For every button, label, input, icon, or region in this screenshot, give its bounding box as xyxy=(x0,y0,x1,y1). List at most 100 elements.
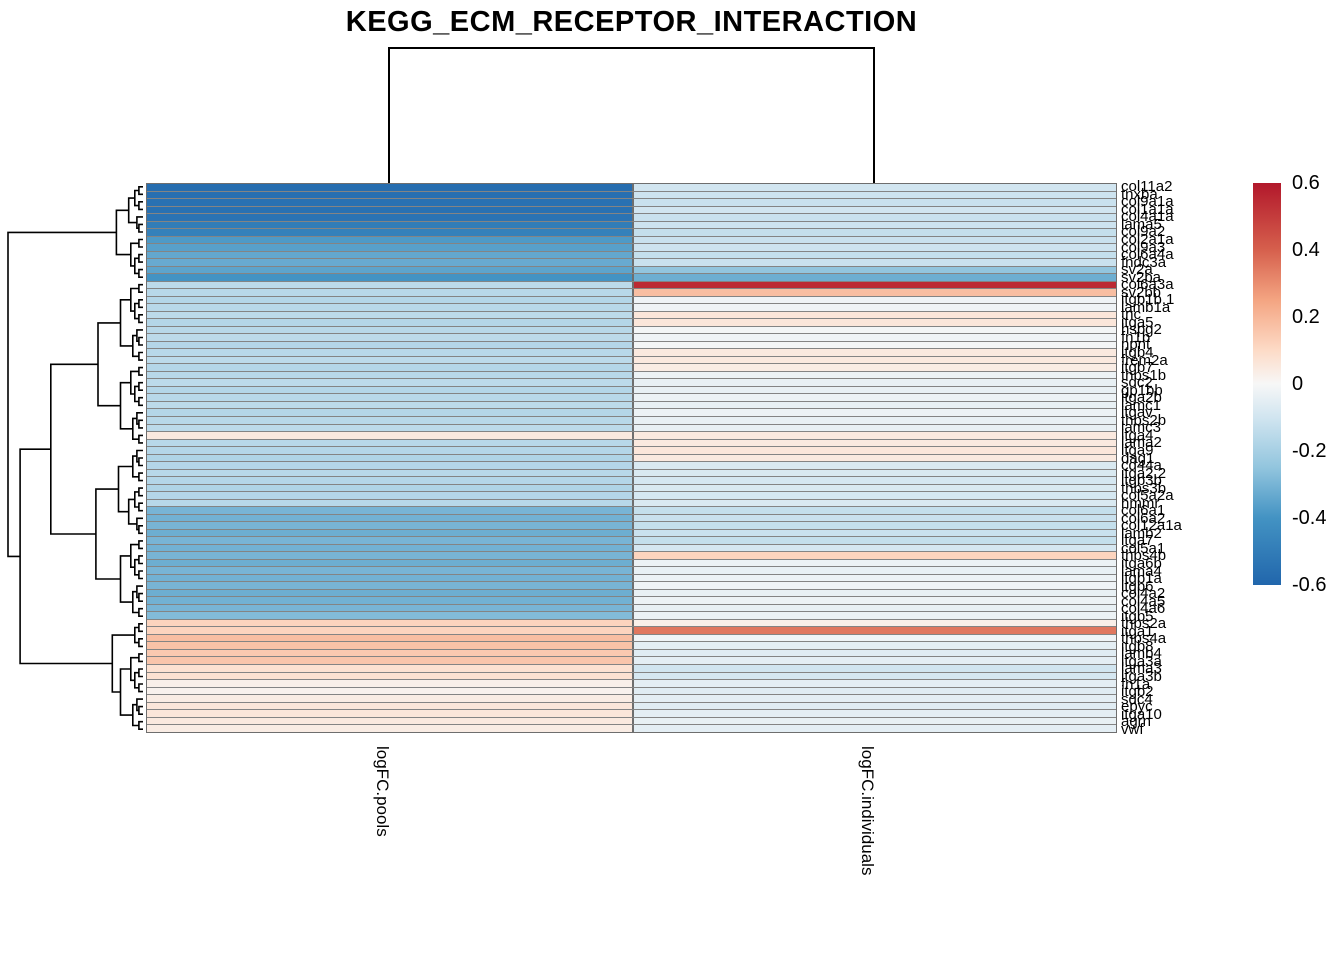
heatmap-cell-pools xyxy=(147,582,632,589)
heatmap-row xyxy=(147,589,1116,598)
row-label: itga2b xyxy=(1121,389,1162,407)
heatmap-cell-pools xyxy=(147,725,632,732)
heatmap-cell-pools xyxy=(147,401,632,409)
row-label: sv2a xyxy=(1121,261,1153,279)
row-label: itgb4 xyxy=(1121,344,1154,362)
heatmap-cell-individuals xyxy=(632,627,1116,634)
heatmap-cell-pools xyxy=(147,665,632,672)
heatmap-row xyxy=(147,537,1116,545)
heatmap-row xyxy=(147,725,1116,732)
row-label: itga7 xyxy=(1121,532,1154,550)
heatmap-cell-individuals xyxy=(632,529,1116,537)
heatmap-row xyxy=(147,469,1116,478)
row-label: gp1bb xyxy=(1121,381,1163,399)
heatmap-cell-pools xyxy=(147,454,632,462)
row-label: hmmr xyxy=(1121,494,1160,512)
colorbar-tick-label: 0.2 xyxy=(1292,306,1320,328)
colorbar-tick-label: 0 xyxy=(1292,373,1304,395)
row-label: itgb2 xyxy=(1121,683,1154,701)
heatmap-cell-pools xyxy=(147,522,632,529)
row-label: col4a5 xyxy=(1121,592,1166,610)
heatmap-cell-individuals xyxy=(632,379,1116,386)
row-label: itgav xyxy=(1121,404,1153,422)
row-label: sv2bb xyxy=(1121,283,1162,301)
heatmap-cell-pools xyxy=(147,552,632,559)
heatmap-cell-pools xyxy=(147,619,632,627)
heatmap-cell-individuals xyxy=(632,695,1116,702)
heatmap-row xyxy=(147,604,1116,613)
row-label: lamb4 xyxy=(1121,645,1162,663)
heatmap-cell-individuals xyxy=(632,341,1116,349)
heatmap-cell-pools xyxy=(147,364,632,371)
row-dendrogram xyxy=(7,186,143,730)
heatmap-cell-pools xyxy=(147,281,632,289)
heatmap-row xyxy=(147,244,1116,252)
heatmap-row xyxy=(147,665,1116,673)
heatmap-row xyxy=(147,349,1116,357)
row-label: col5a1 xyxy=(1121,539,1166,557)
heatmap-cell-pools xyxy=(147,447,632,454)
heatmap-row xyxy=(147,214,1116,222)
heatmap-row xyxy=(147,394,1116,402)
row-label: lama4 xyxy=(1121,562,1162,580)
heatmap-row xyxy=(147,447,1116,455)
heatmap-cell-pools xyxy=(147,191,632,199)
row-label: fndc3a xyxy=(1121,253,1167,271)
heatmap-cell-pools xyxy=(147,386,632,394)
heatmap-cell-pools xyxy=(147,597,632,604)
heatmap-cell-pools xyxy=(147,274,632,281)
row-label: tnxba xyxy=(1121,185,1158,203)
heatmap-cell-pools xyxy=(147,356,632,364)
heatmap-cell-individuals xyxy=(632,499,1116,507)
heatmap-cell-individuals xyxy=(632,672,1116,680)
heatmap-cell-individuals xyxy=(632,349,1116,356)
row-label: vwf xyxy=(1121,720,1144,738)
heatmap-row xyxy=(147,281,1116,290)
heatmap-cell-pools xyxy=(147,642,632,649)
heatmap-row xyxy=(147,379,1116,387)
row-label: lama5 xyxy=(1121,215,1162,233)
heatmap-row xyxy=(147,221,1116,230)
heatmap-row xyxy=(147,597,1116,605)
row-label: col6a1 xyxy=(1121,502,1166,520)
heatmap-cell-individuals xyxy=(632,266,1116,274)
heatmap-row xyxy=(147,680,1116,688)
heatmap-cell-pools xyxy=(147,717,632,725)
heatmap-cell-pools xyxy=(147,672,632,680)
row-label: sdc4 xyxy=(1121,690,1153,708)
row-label: itgb1b.1 xyxy=(1121,291,1175,309)
heatmap-cell-pools xyxy=(147,649,632,657)
heatmap-cell-pools xyxy=(147,311,632,319)
heatmap xyxy=(146,183,1117,733)
row-label: col11a2 xyxy=(1121,178,1173,196)
row-label: itga3b xyxy=(1121,667,1162,685)
heatmap-row xyxy=(147,499,1116,508)
heatmap-cell-pools xyxy=(147,439,632,447)
heatmap-cell-individuals xyxy=(632,371,1116,379)
heatmap-cell-individuals xyxy=(632,619,1116,627)
heatmap-cell-individuals xyxy=(632,221,1116,229)
heatmap-cell-pools xyxy=(147,341,632,349)
heatmap-cell-pools xyxy=(147,236,632,244)
row-label: fn1b xyxy=(1121,328,1151,346)
colorbar-tick-label: -0.4 xyxy=(1292,507,1327,529)
heatmap-cell-individuals xyxy=(632,281,1116,289)
heatmap-cell-individuals xyxy=(632,401,1116,409)
heatmap-cell-pools xyxy=(147,687,632,695)
heatmap-row xyxy=(147,672,1116,681)
heatmap-cell-pools xyxy=(147,680,632,687)
heatmap-cell-pools xyxy=(147,567,632,574)
heatmap-cell-pools xyxy=(147,266,632,274)
heatmap-row xyxy=(147,649,1116,658)
heatmap-cell-individuals xyxy=(632,582,1116,589)
heatmap-cell-pools xyxy=(147,394,632,401)
heatmap-row xyxy=(147,507,1116,515)
heatmap-cell-pools xyxy=(147,612,632,619)
heatmap-cell-pools xyxy=(147,710,632,717)
row-label: itga10 xyxy=(1121,705,1162,723)
heatmap-row xyxy=(147,266,1116,275)
heatmap-row xyxy=(147,529,1116,538)
heatmap-cell-pools xyxy=(147,229,632,236)
heatmap-row xyxy=(147,484,1116,493)
row-label: col4a2 xyxy=(1121,585,1166,603)
